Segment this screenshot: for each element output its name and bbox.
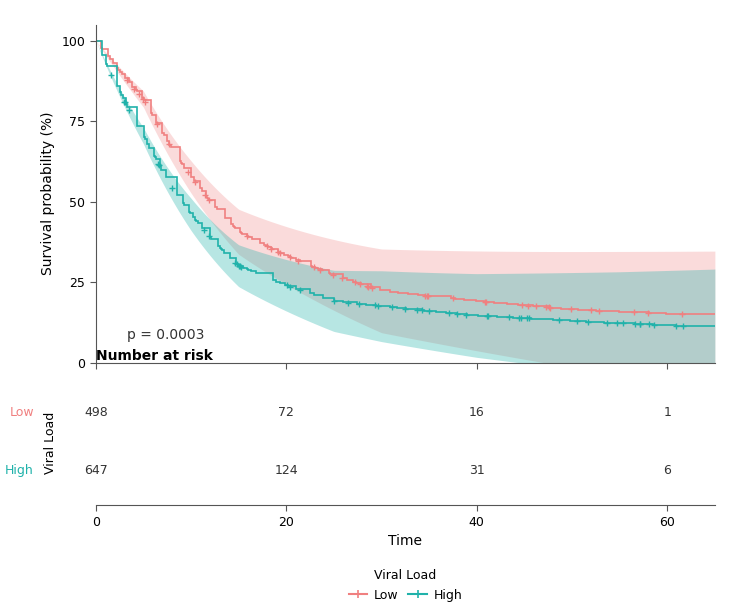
Y-axis label: Viral Load: Viral Load [44, 412, 57, 474]
Y-axis label: Survival probability (%): Survival probability (%) [41, 112, 55, 275]
Text: 498: 498 [84, 406, 108, 419]
Text: 6: 6 [663, 464, 671, 477]
Text: 124: 124 [274, 464, 298, 477]
Text: 647: 647 [84, 464, 108, 477]
Text: High: High [5, 464, 34, 477]
Text: 16: 16 [469, 406, 485, 419]
X-axis label: Time: Time [388, 534, 422, 548]
Text: 1: 1 [663, 406, 671, 419]
Text: p = 0.0003: p = 0.0003 [127, 328, 204, 342]
Text: Low: Low [10, 406, 34, 419]
Text: 31: 31 [469, 464, 485, 477]
Text: 72: 72 [279, 406, 294, 419]
Legend: Low, High: Low, High [343, 564, 467, 607]
Text: Number at risk: Number at risk [96, 349, 213, 363]
